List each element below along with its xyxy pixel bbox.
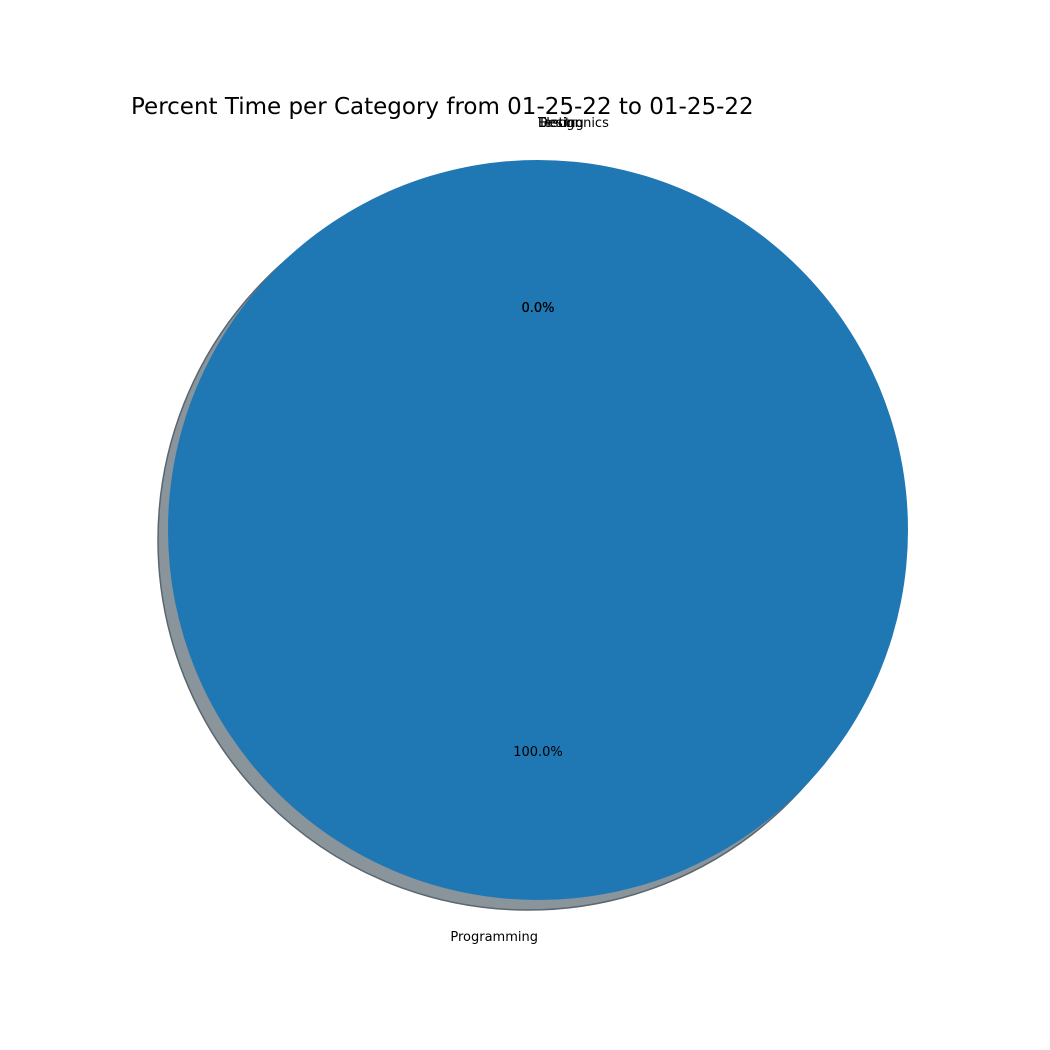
pie-slices [168,160,908,900]
pie-label-electronics: Electronics [538,116,609,131]
pie-pct-testing: 0.0% [521,301,554,316]
pie-label-programming: Programming [450,930,538,945]
pie-label-design: Design [538,116,583,131]
pie-slice-programming [168,160,908,900]
pie-pct-design: 0.0% [521,301,554,316]
chart-title: Percent Time per Category from 01-25-22 … [131,94,754,120]
pie-pct-programming: 100.0% [513,745,563,760]
pie-labels: Programming100.0%Electronics0.0%Design0.… [450,116,609,945]
pie-label-testing: Testing [537,116,584,131]
pie-pct-electronics: 0.0% [521,301,554,316]
